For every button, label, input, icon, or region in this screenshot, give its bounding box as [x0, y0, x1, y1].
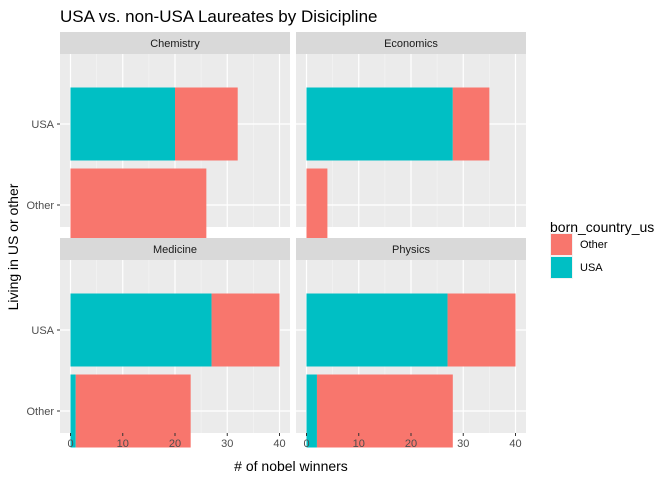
bar-physics-usa-other: [447, 293, 516, 367]
panel-physics: Physics: [296, 238, 526, 448]
x-axis-title: # of nobel winners: [234, 458, 348, 474]
strip-label: Economics: [384, 38, 438, 50]
y-tick-label: Other: [26, 200, 54, 212]
legend-label: Other: [580, 239, 608, 251]
x-tick-label: 0: [303, 438, 309, 450]
bar-medicine-other-usa: [70, 374, 76, 448]
x-tick-label: 20: [405, 438, 417, 450]
bar-medicine-usa-other: [211, 293, 280, 367]
panels: Chemistry Economics Medicine Physics: [60, 32, 526, 448]
bar-economics-usa-usa: [306, 87, 453, 161]
bar-physics-usa-usa: [306, 293, 448, 367]
strip-label: Chemistry: [150, 38, 200, 50]
x-tick-label: 0: [67, 438, 73, 450]
bar-medicine-other-other: [75, 374, 191, 448]
legend-swatch: [551, 234, 572, 255]
strip-background: [296, 32, 526, 54]
panel-chemistry: Chemistry: [60, 32, 290, 242]
panel-medicine: Medicine: [60, 238, 290, 448]
y-tick-label: Other: [26, 406, 54, 418]
strip-background: [60, 238, 290, 260]
bar-chemistry-usa-other: [175, 87, 238, 161]
y-tick-label: USA: [31, 325, 54, 337]
x-tick-label: 20: [169, 438, 181, 450]
bar-medicine-usa-usa: [70, 293, 212, 367]
legend: born_country_us Other USA: [550, 219, 654, 279]
bar-physics-other-other: [316, 374, 453, 448]
legend-item-other: Other: [550, 233, 608, 256]
bar-economics-other-other: [306, 168, 328, 242]
x-tick-label: 10: [117, 438, 129, 450]
y-axis-title: Living in US or other: [5, 183, 21, 310]
legend-label: USA: [580, 262, 603, 274]
x-tick-label: 40: [509, 438, 521, 450]
x-tick-label: 10: [353, 438, 365, 450]
y-tick-label: USA: [31, 119, 54, 131]
bar-chemistry-other-other: [70, 168, 207, 242]
x-tick-label: 40: [273, 438, 285, 450]
legend-swatch: [551, 257, 572, 278]
bar-economics-usa-other: [452, 87, 490, 161]
panel-economics: Economics: [296, 32, 526, 242]
legend-item-usa: USA: [550, 256, 603, 279]
y-axis-ticks: USA Other USA Other: [26, 119, 60, 418]
strip-background: [296, 238, 526, 260]
legend-title: born_country_us: [550, 219, 654, 235]
x-tick-label: 30: [221, 438, 233, 450]
chart-title: USA vs. non-USA Laureates by Disicipline: [60, 7, 378, 26]
strip-background: [60, 32, 290, 54]
strip-label: Medicine: [153, 244, 197, 256]
x-tick-label: 30: [457, 438, 469, 450]
bar-physics-other-usa: [306, 374, 317, 448]
x-axis-ticks: 0 10 20 30 40 0 10 20 30 40: [67, 433, 522, 450]
strip-label: Physics: [392, 244, 430, 256]
bar-chemistry-usa-usa: [70, 87, 175, 161]
